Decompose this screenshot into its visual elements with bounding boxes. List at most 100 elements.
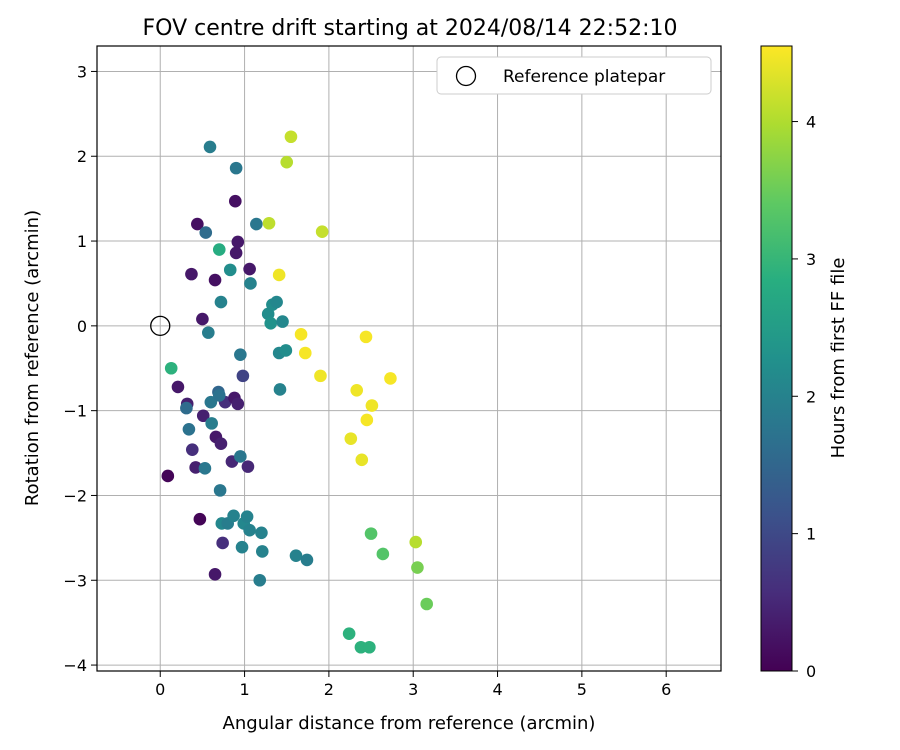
data-point <box>255 545 269 558</box>
colorbar-tick-label: 0 <box>806 662 816 681</box>
x-axis-ticks: 0 1 2 3 4 5 6 <box>155 671 671 699</box>
x-tick-label: 4 <box>492 680 502 699</box>
y-axis-label: Rotation from reference (arcmin) <box>22 210 43 506</box>
reference-platepar-marker <box>150 315 171 337</box>
data-point <box>205 417 218 430</box>
data-point <box>243 523 256 537</box>
data-point <box>241 460 255 473</box>
data-point <box>244 277 257 290</box>
data-point <box>208 568 222 581</box>
y-tick-label: 1 <box>77 232 87 251</box>
chart-title: FOV centre drift starting at 2024/08/14 … <box>143 16 678 41</box>
legend: Reference platepar <box>436 56 712 95</box>
data-point <box>204 395 218 409</box>
plot-frame <box>96 45 722 672</box>
data-point <box>240 510 254 523</box>
reference-marker-layer <box>150 315 171 337</box>
data-point <box>411 561 424 574</box>
data-point <box>198 462 212 475</box>
data-point <box>344 432 358 445</box>
data-point <box>255 526 268 540</box>
data-point <box>273 383 287 396</box>
data-point <box>420 597 434 611</box>
data-point <box>359 330 373 344</box>
data-point <box>212 243 226 256</box>
data-point <box>243 262 256 276</box>
data-point <box>355 453 369 467</box>
y-tick-label: 2 <box>77 147 87 166</box>
x-tick-label: 5 <box>577 680 587 699</box>
x-tick-label: 0 <box>155 680 165 699</box>
data-point <box>229 246 243 260</box>
data-point <box>314 369 327 383</box>
data-point <box>231 235 245 249</box>
data-point <box>294 328 308 341</box>
colorbar-tick-label: 1 <box>806 525 816 544</box>
data-point <box>229 161 243 175</box>
data-point <box>235 540 249 554</box>
data-point <box>214 295 228 309</box>
x-tick-label: 6 <box>661 680 671 699</box>
data-point <box>262 216 276 230</box>
data-point <box>364 527 378 540</box>
x-tick-label: 3 <box>408 680 418 699</box>
y-tick-label: −2 <box>63 486 87 505</box>
data-point <box>253 573 267 587</box>
y-tick-label: 3 <box>77 62 87 81</box>
data-point <box>350 384 364 397</box>
plot-frame-bg <box>97 46 721 671</box>
data-point <box>234 450 247 463</box>
y-tick-label: −1 <box>63 402 87 421</box>
x-tick-label: 2 <box>324 680 334 699</box>
y-axis-ticks: −4 −3 −2 −1 0 1 2 3 <box>63 62 97 675</box>
colorbar-tick-label: 3 <box>806 250 816 269</box>
data-point <box>202 326 215 339</box>
y-tick-label: −3 <box>63 571 87 590</box>
data-point <box>409 535 423 549</box>
data-point <box>199 226 213 239</box>
data-point <box>315 225 329 239</box>
data-point <box>231 397 245 411</box>
data-point <box>279 344 293 357</box>
colorbar-label: Hours from first FF file <box>828 258 849 459</box>
data-point <box>234 348 247 361</box>
x-axis-label: Angular distance from reference (arcmin) <box>223 713 596 734</box>
data-point <box>228 194 242 208</box>
data-point <box>289 549 303 562</box>
data-point <box>182 423 196 436</box>
data-point <box>236 369 250 383</box>
data-point <box>227 509 240 523</box>
data-point <box>212 389 226 402</box>
colorbar-tick-label: 2 <box>806 387 816 406</box>
data-point <box>276 315 289 328</box>
data-points <box>161 130 434 654</box>
data-point <box>270 295 283 309</box>
data-point <box>223 263 237 277</box>
data-point <box>298 346 312 360</box>
data-point <box>300 553 314 567</box>
data-point <box>161 469 175 483</box>
legend-reference-marker <box>455 65 477 87</box>
data-point <box>342 627 356 640</box>
data-point <box>216 536 229 550</box>
data-point <box>363 640 376 654</box>
data-point <box>272 268 286 282</box>
data-point <box>189 461 202 474</box>
data-point <box>360 413 374 427</box>
x-tick-label: 1 <box>239 680 249 699</box>
colorbar-ticks: 0 1 2 3 4 <box>792 113 816 681</box>
data-point <box>280 155 294 169</box>
data-point <box>284 130 298 144</box>
data-point <box>264 317 278 330</box>
data-point <box>384 372 397 385</box>
data-point <box>208 273 222 287</box>
y-tick-label: −4 <box>63 656 87 675</box>
legend-box <box>436 56 712 95</box>
data-point <box>180 401 193 415</box>
data-point <box>203 140 217 154</box>
data-point <box>213 484 227 497</box>
data-point <box>376 547 390 561</box>
data-point <box>193 512 207 526</box>
y-tick-label: 0 <box>77 317 87 336</box>
